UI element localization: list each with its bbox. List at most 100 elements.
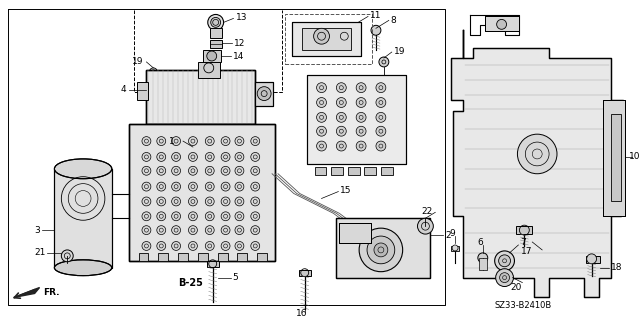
Circle shape — [221, 226, 230, 234]
Circle shape — [257, 87, 271, 100]
Circle shape — [142, 137, 151, 145]
Circle shape — [172, 137, 180, 145]
Circle shape — [142, 197, 151, 206]
Circle shape — [188, 197, 197, 206]
Text: 19: 19 — [132, 57, 143, 66]
Polygon shape — [451, 30, 623, 297]
Bar — [292, 22, 361, 56]
Circle shape — [337, 126, 346, 136]
Circle shape — [235, 241, 244, 250]
Circle shape — [376, 141, 386, 151]
Circle shape — [172, 197, 180, 206]
Circle shape — [337, 83, 346, 93]
Circle shape — [359, 228, 403, 272]
Circle shape — [235, 166, 244, 175]
Circle shape — [478, 253, 488, 263]
Text: 5: 5 — [232, 273, 238, 282]
Circle shape — [251, 241, 260, 250]
Circle shape — [188, 152, 197, 161]
Bar — [332, 167, 343, 175]
Circle shape — [172, 226, 180, 234]
Bar — [257, 253, 267, 261]
Circle shape — [587, 254, 596, 264]
Circle shape — [340, 32, 348, 40]
Ellipse shape — [54, 260, 112, 276]
Text: 12: 12 — [234, 39, 245, 48]
Circle shape — [235, 197, 244, 206]
Circle shape — [356, 112, 366, 122]
Circle shape — [205, 197, 214, 206]
Bar — [604, 100, 625, 216]
Circle shape — [497, 19, 506, 29]
Circle shape — [221, 212, 230, 221]
Bar — [54, 169, 112, 268]
Circle shape — [251, 197, 260, 206]
Circle shape — [376, 126, 386, 136]
Text: 6: 6 — [477, 238, 483, 247]
Circle shape — [495, 269, 513, 286]
Bar — [207, 261, 219, 267]
Circle shape — [188, 166, 197, 175]
Bar — [158, 253, 168, 261]
Circle shape — [317, 126, 326, 136]
Bar — [484, 17, 520, 31]
Bar — [292, 22, 361, 56]
Bar — [178, 253, 188, 261]
Text: 21: 21 — [34, 249, 45, 257]
Circle shape — [379, 57, 389, 67]
Bar — [136, 82, 148, 100]
Circle shape — [211, 18, 221, 27]
Bar — [129, 124, 275, 261]
Circle shape — [205, 226, 214, 234]
Circle shape — [172, 182, 180, 191]
Circle shape — [221, 241, 230, 250]
Circle shape — [188, 226, 197, 234]
Circle shape — [205, 152, 214, 161]
Text: 16: 16 — [296, 309, 307, 318]
Circle shape — [376, 112, 386, 122]
Text: B-25: B-25 — [178, 278, 203, 287]
Circle shape — [221, 152, 230, 161]
Bar — [210, 40, 221, 48]
Circle shape — [235, 182, 244, 191]
Circle shape — [142, 212, 151, 221]
Text: 7: 7 — [520, 239, 526, 248]
Bar — [337, 218, 430, 278]
Bar — [255, 82, 273, 107]
Circle shape — [356, 141, 366, 151]
Circle shape — [317, 141, 326, 151]
Text: 22: 22 — [422, 207, 433, 216]
Text: 8: 8 — [391, 16, 397, 25]
Circle shape — [356, 83, 366, 93]
Bar — [138, 253, 148, 261]
Text: 17: 17 — [520, 248, 532, 256]
Circle shape — [235, 212, 244, 221]
Circle shape — [205, 182, 214, 191]
Text: FR.: FR. — [44, 288, 60, 297]
Circle shape — [376, 83, 386, 93]
Circle shape — [188, 212, 197, 221]
Polygon shape — [14, 287, 40, 297]
Circle shape — [235, 137, 244, 145]
Circle shape — [188, 241, 197, 250]
Text: 3: 3 — [34, 226, 40, 235]
Circle shape — [205, 137, 214, 145]
Circle shape — [337, 98, 346, 108]
Text: 15: 15 — [340, 186, 352, 195]
Circle shape — [517, 134, 557, 174]
Circle shape — [142, 152, 151, 161]
Bar — [237, 253, 247, 261]
Circle shape — [205, 212, 214, 221]
Bar — [586, 256, 600, 263]
Bar — [198, 253, 208, 261]
Circle shape — [374, 243, 388, 257]
Circle shape — [356, 126, 366, 136]
Circle shape — [207, 51, 217, 61]
Text: 4: 4 — [121, 85, 127, 94]
Circle shape — [314, 28, 330, 44]
Bar — [307, 75, 406, 164]
Bar — [611, 115, 621, 201]
Text: 19: 19 — [394, 47, 405, 56]
Circle shape — [61, 250, 73, 262]
Bar — [54, 169, 112, 268]
